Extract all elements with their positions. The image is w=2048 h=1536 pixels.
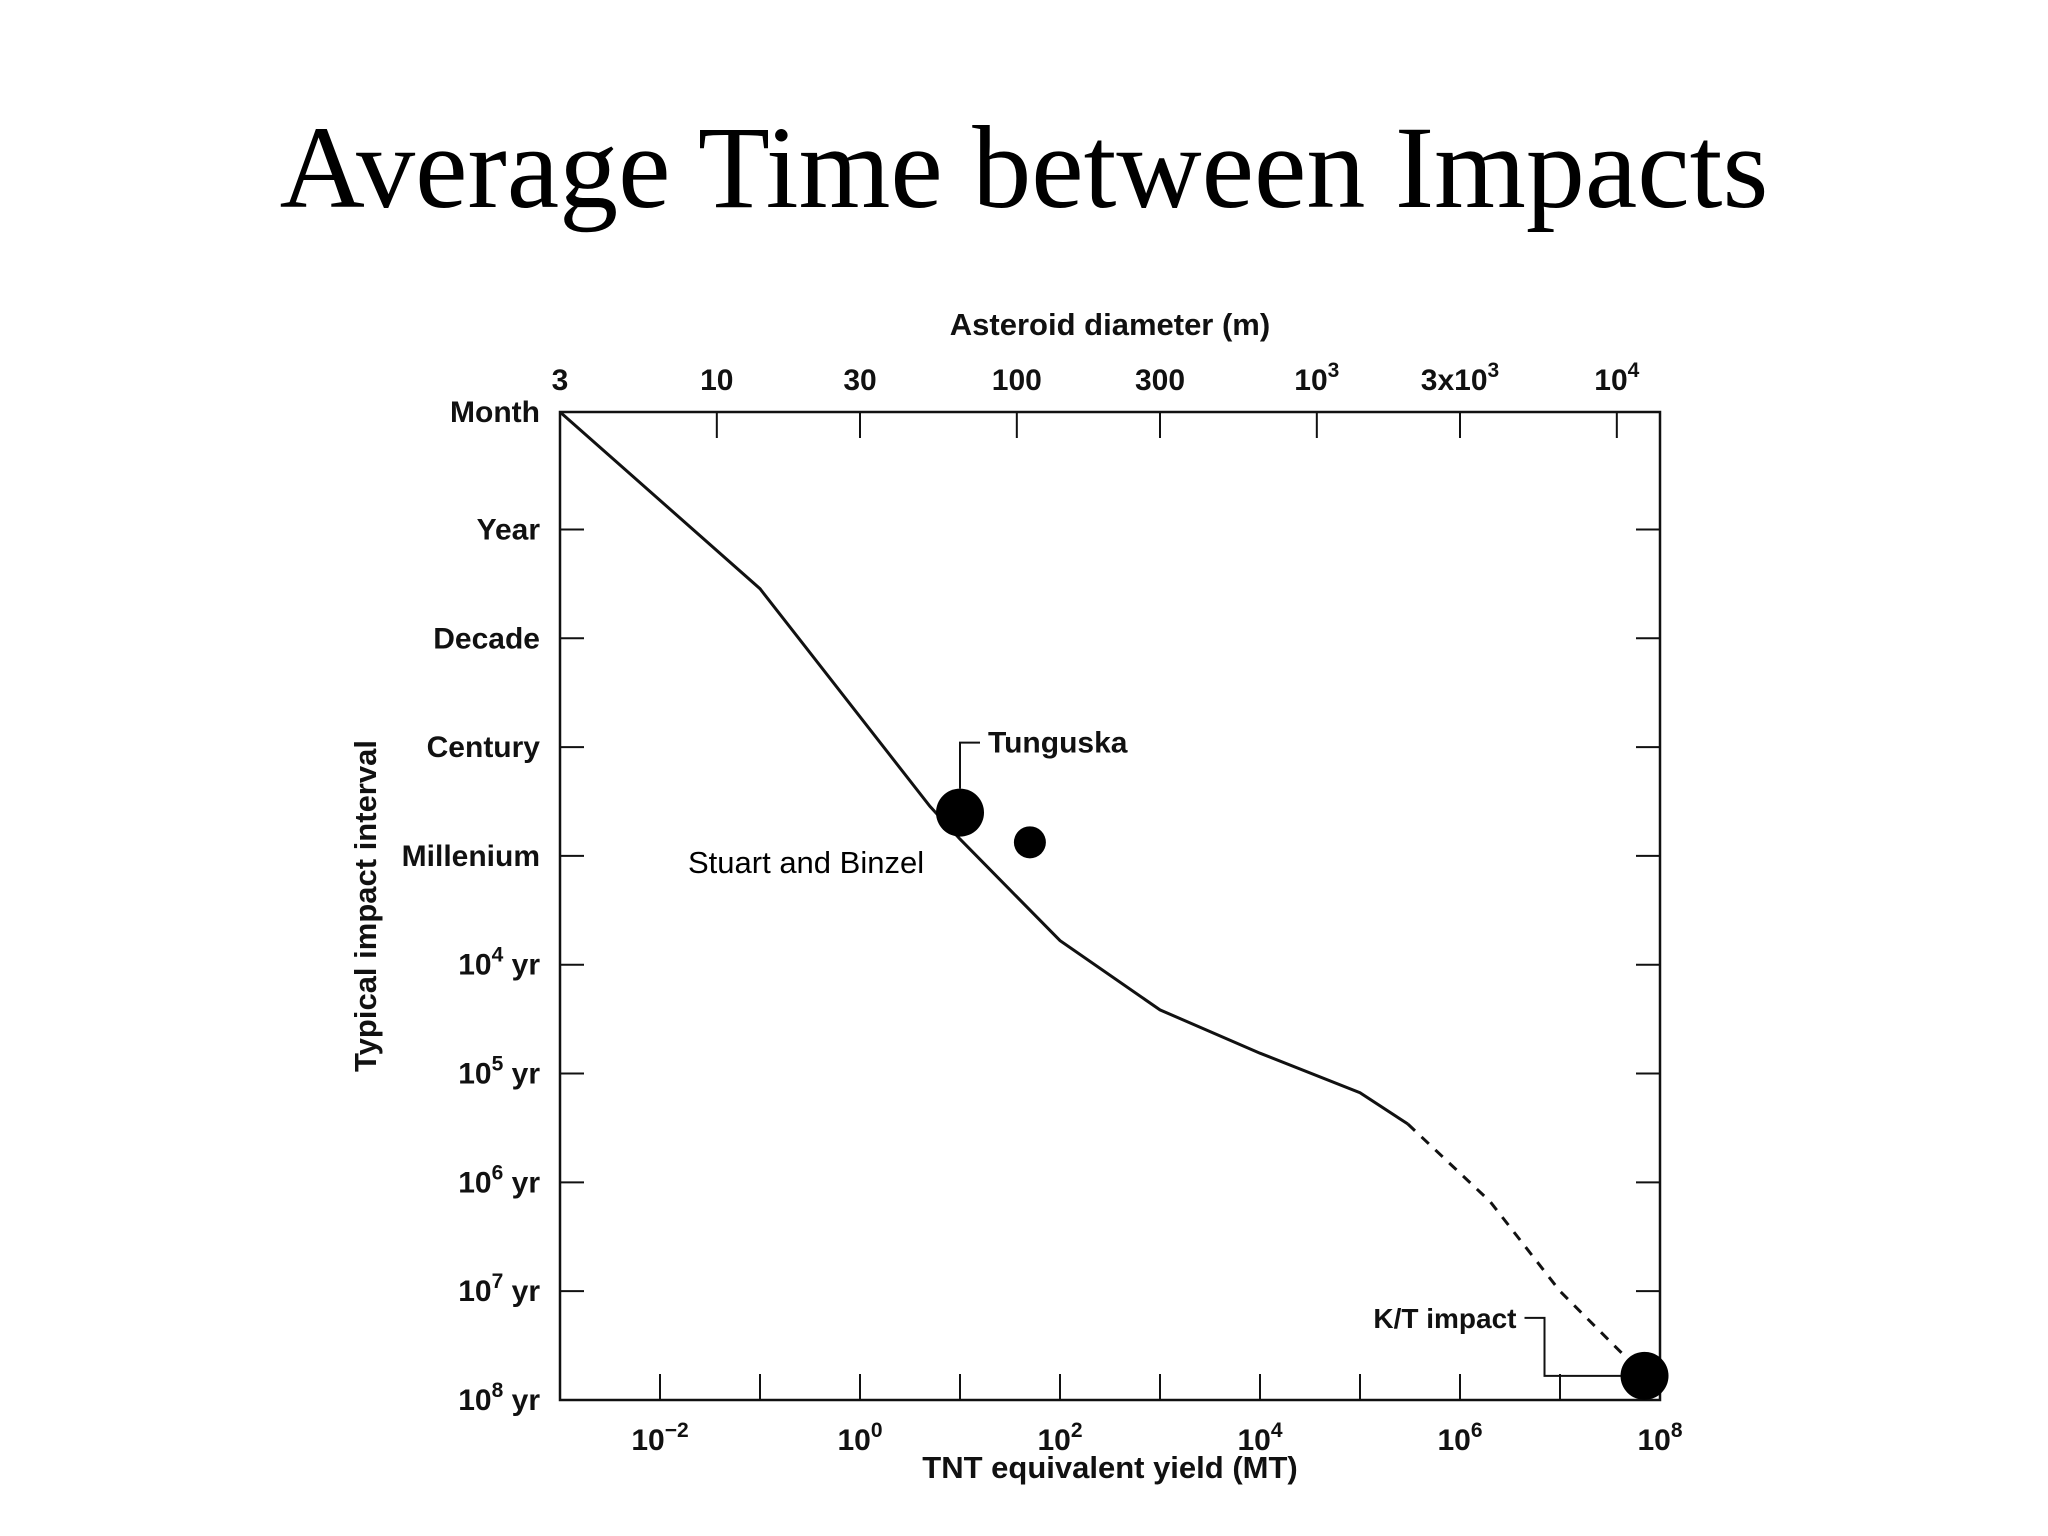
y-tick-label: 106 yr (458, 1161, 540, 1199)
top-tick-label: 3 (552, 364, 569, 397)
top-tick-label: 30 (843, 364, 876, 397)
tick-text: 300 (1135, 364, 1185, 397)
slide-title: Average Time between Impacts (279, 102, 1769, 233)
tick-unit: yr (503, 949, 540, 982)
tick-base: 10 (458, 949, 491, 982)
tick-base: 10 (1037, 1424, 1070, 1457)
x-tick-label: 10−2 (631, 1419, 688, 1457)
tick-exponent: 7 (492, 1270, 504, 1293)
x-axis-ticks: 10−2 100 102 104 106 108 (559, 1374, 1683, 1457)
y-tick-label: Month (450, 396, 540, 429)
tick-exponent: 8 (1671, 1419, 1683, 1442)
annotations: Tunguska Stuart and Binzel K/T impact (688, 727, 1669, 1400)
tunguska-label: Tunguska (988, 727, 1128, 760)
tick-text: 100 (992, 364, 1042, 397)
tick-exponent: 4 (1271, 1419, 1283, 1442)
tick-unit: yr (503, 1275, 540, 1308)
tick-exponent: 5 (492, 1053, 504, 1076)
tick-base: 10 (458, 1058, 491, 1091)
kt-impact-label: K/T impact (1373, 1303, 1516, 1334)
y-tick-label: 107 yr (458, 1270, 540, 1308)
top-tick-label: 104 (1594, 359, 1639, 397)
stuart-binzel-point (1013, 826, 1046, 859)
tick-exponent: −2 (665, 1419, 689, 1442)
top-tick-label: 10 (700, 364, 733, 397)
tick-exponent: 2 (1071, 1419, 1083, 1442)
x-tick-label: 102 (1037, 1419, 1082, 1457)
y-tick-label: Century (427, 731, 541, 764)
tick-unit: yr (503, 1384, 540, 1417)
y-tick-label: Year (477, 513, 541, 546)
tick-text: 3 (552, 364, 569, 397)
y-tick-label: Decade (433, 622, 540, 655)
tunguska-leader (959, 741, 980, 789)
tick-base: 10 (1594, 364, 1627, 397)
y-tick-label: 108 yr (458, 1379, 540, 1417)
top-tick-label: 300 (1135, 364, 1185, 397)
x-tick-label: 106 (1437, 1419, 1482, 1457)
kt-impact-point (1620, 1351, 1669, 1400)
tick-unit: yr (503, 1058, 540, 1091)
tick-base: 10 (458, 1166, 491, 1199)
tick-exponent: 6 (1471, 1419, 1483, 1442)
top-tick-label: 103 (1294, 359, 1339, 397)
tunguska-point (936, 788, 984, 837)
tick-text: Year (477, 513, 541, 546)
kt-impact-leader (1524, 1316, 1621, 1377)
y-axis-label: Typical impact interval (348, 740, 383, 1072)
x-axis-label: TNT equivalent yield (MT) (922, 1450, 1297, 1485)
tick-base: 10 (1294, 364, 1327, 397)
x-tick-label: 100 (837, 1419, 882, 1457)
tick-text: Month (450, 396, 540, 429)
tick-base: 10 (1637, 1424, 1670, 1457)
tick-text: Century (427, 731, 541, 764)
tick-exponent: 3 (1488, 359, 1500, 382)
tick-exponent: 6 (492, 1161, 504, 1184)
x-tick-label: 104 (1237, 1419, 1282, 1457)
tick-base: 10 (458, 1275, 491, 1308)
tick-base: 10 (458, 1384, 491, 1417)
tick-base: 10 (1237, 1424, 1270, 1457)
tick-text: 30 (843, 364, 876, 397)
top-axis-ticks: 3 10 30 100 300 103 3x103 104 (552, 359, 1640, 438)
y-tick-label: 105 yr (458, 1053, 540, 1091)
top-axis-label: Asteroid diameter (m) (950, 307, 1270, 342)
tick-exponent: 4 (492, 944, 504, 967)
tick-text: 10 (700, 364, 733, 397)
stuart-binzel-label: Stuart and Binzel (688, 845, 924, 880)
tick-exponent: 4 (1628, 359, 1640, 382)
tick-base: 10 (837, 1424, 870, 1457)
series-line-dashed (1406, 1122, 1646, 1377)
tick-unit: yr (503, 1166, 540, 1199)
plot-frame (558, 410, 1662, 1402)
tick-exponent: 3 (1328, 359, 1340, 382)
tick-base: 10 (631, 1424, 664, 1457)
tick-text: 3x10 (1421, 364, 1488, 397)
y-tick-label: 104 yr (458, 944, 540, 982)
tick-exponent: 0 (871, 1419, 883, 1442)
tick-text: Millenium (402, 840, 540, 873)
tick-text: Decade (433, 622, 540, 655)
tick-base: 10 (1437, 1424, 1470, 1457)
series-lines (559, 410, 1646, 1377)
x-tick-label: 108 (1637, 1419, 1682, 1457)
series-line-solid (559, 410, 1409, 1126)
tick-exponent: 8 (492, 1379, 504, 1402)
top-tick-label: 100 (992, 364, 1042, 397)
top-tick-label: 3x103 (1421, 359, 1499, 397)
y-tick-label: Millenium (402, 840, 540, 873)
